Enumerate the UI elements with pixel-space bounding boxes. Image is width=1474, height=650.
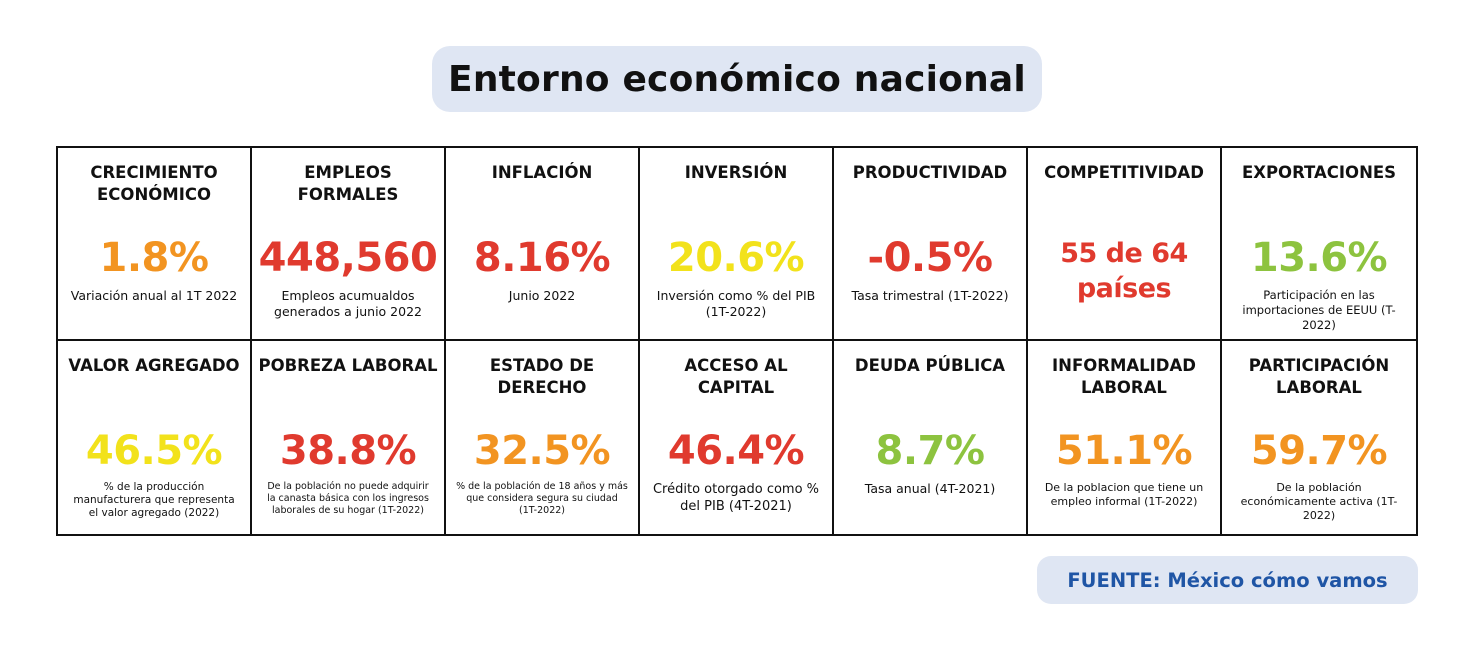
indicator-crecimiento: CRECIMIENTO ECONÓMICO 1.8% Variación anu… bbox=[58, 148, 252, 341]
indicator-empleos: EMPLEOS FORMALES 448,560 Empleos acumual… bbox=[252, 148, 446, 341]
indicator-description: Variación anual al 1T 2022 bbox=[70, 288, 238, 303]
indicator-value: 8.16% bbox=[473, 235, 611, 281]
indicator-inflacion: INFLACIÓN 8.16% Junio 2022 bbox=[446, 148, 640, 341]
indicator-productividad: PRODUCTIVIDAD -0.5% Tasa trimestral (1T-… bbox=[834, 148, 1028, 341]
indicator-description: Tasa trimestral (1T-2022) bbox=[851, 288, 1009, 303]
indicator-deuda-publica: DEUDA PÚBLICA 8.7% Tasa anual (4T-2021) bbox=[834, 341, 1028, 534]
indicator-value: 20.6% bbox=[667, 235, 805, 281]
indicator-description: % de la población de 18 años y más que c… bbox=[456, 481, 628, 516]
source-text: FUENTE: México cómo vamos bbox=[1067, 568, 1388, 592]
indicator-value: 32.5% bbox=[473, 428, 611, 474]
indicator-label: DEUDA PÚBLICA bbox=[854, 356, 1006, 375]
indicator-label: POBREZA LABORAL bbox=[258, 356, 438, 375]
indicator-label: INVERSIÓN bbox=[684, 163, 788, 182]
indicator-participacion-laboral: PARTICIPACIÓN LABORAL 59.7% De la poblac… bbox=[1222, 341, 1416, 534]
indicator-estado-de-derecho: ESTADO DE DERECHO 32.5% % de la població… bbox=[446, 341, 640, 534]
indicator-value: 55 de 64 países bbox=[1060, 238, 1188, 304]
indicator-description: % de la producción manufacturera que rep… bbox=[73, 481, 235, 519]
indicator-description: Tasa anual (4T-2021) bbox=[864, 481, 996, 496]
indicator-grid: CRECIMIENTO ECONÓMICO 1.8% Variación anu… bbox=[56, 146, 1418, 536]
indicator-value: 1.8% bbox=[99, 235, 209, 281]
indicator-label: ESTADO DE DERECHO bbox=[489, 356, 595, 397]
indicator-description: Crédito otorgado como % del PIB (4T-2021… bbox=[652, 482, 820, 514]
title-banner: Entorno económico nacional bbox=[432, 46, 1042, 112]
indicator-value: -0.5% bbox=[867, 235, 993, 281]
page-title: Entorno económico nacional bbox=[448, 58, 1026, 100]
indicator-pobreza-laboral: POBREZA LABORAL 38.8% De la población no… bbox=[252, 341, 446, 534]
indicator-value: 8.7% bbox=[875, 428, 985, 474]
indicator-label: ACCESO AL CAPITAL bbox=[684, 356, 788, 397]
indicator-inversion: INVERSIÓN 20.6% Inversión como % del PIB… bbox=[640, 148, 834, 341]
indicator-value: 59.7% bbox=[1250, 428, 1388, 474]
indicator-valor-agregado: VALOR AGREGADO 46.5% % de la producción … bbox=[58, 341, 252, 534]
indicator-label: COMPETITIVIDAD bbox=[1044, 163, 1204, 182]
indicator-value: 46.5% bbox=[85, 428, 223, 474]
indicator-value: 38.8% bbox=[279, 428, 417, 474]
indicator-value: 46.4% bbox=[667, 428, 805, 474]
indicator-label: PRODUCTIVIDAD bbox=[852, 163, 1008, 182]
indicator-label: INFORMALIDAD LABORAL bbox=[1052, 356, 1196, 397]
indicator-value: 13.6% bbox=[1250, 235, 1388, 281]
indicator-description: De la población económicamente activa (1… bbox=[1240, 481, 1398, 522]
indicator-exportaciones: EXPORTACIONES 13.6% Participación en las… bbox=[1222, 148, 1416, 341]
indicator-acceso-al-capital: ACCESO AL CAPITAL 46.4% Crédito otorgado… bbox=[640, 341, 834, 534]
indicator-value: 448,560 bbox=[258, 235, 438, 281]
indicator-competitividad: COMPETITIVIDAD 55 de 64 países bbox=[1028, 148, 1222, 341]
indicator-label: PARTICIPACIÓN LABORAL bbox=[1248, 356, 1390, 397]
indicator-value: 51.1% bbox=[1055, 428, 1193, 474]
indicator-label: EXPORTACIONES bbox=[1241, 163, 1397, 182]
indicator-description: Inversión como % del PIB (1T-2022) bbox=[656, 288, 816, 319]
indicator-description: Empleos acumualdos generados a junio 202… bbox=[274, 288, 422, 319]
indicator-label: CRECIMIENTO ECONÓMICO bbox=[90, 163, 218, 204]
indicator-description: Junio 2022 bbox=[508, 288, 576, 303]
indicator-label: VALOR AGREGADO bbox=[68, 356, 240, 375]
source-banner: FUENTE: México cómo vamos bbox=[1037, 556, 1418, 604]
indicator-description: De la poblacion que tiene un empleo info… bbox=[1044, 481, 1204, 508]
indicator-label: EMPLEOS FORMALES bbox=[297, 163, 399, 204]
indicator-description: De la población no puede adquirir la can… bbox=[267, 481, 429, 516]
indicator-label: INFLACIÓN bbox=[491, 163, 593, 182]
indicator-description: Participación en las importaciones de EE… bbox=[1242, 288, 1396, 332]
indicator-informalidad-laboral: INFORMALIDAD LABORAL 51.1% De la poblaci… bbox=[1028, 341, 1222, 534]
